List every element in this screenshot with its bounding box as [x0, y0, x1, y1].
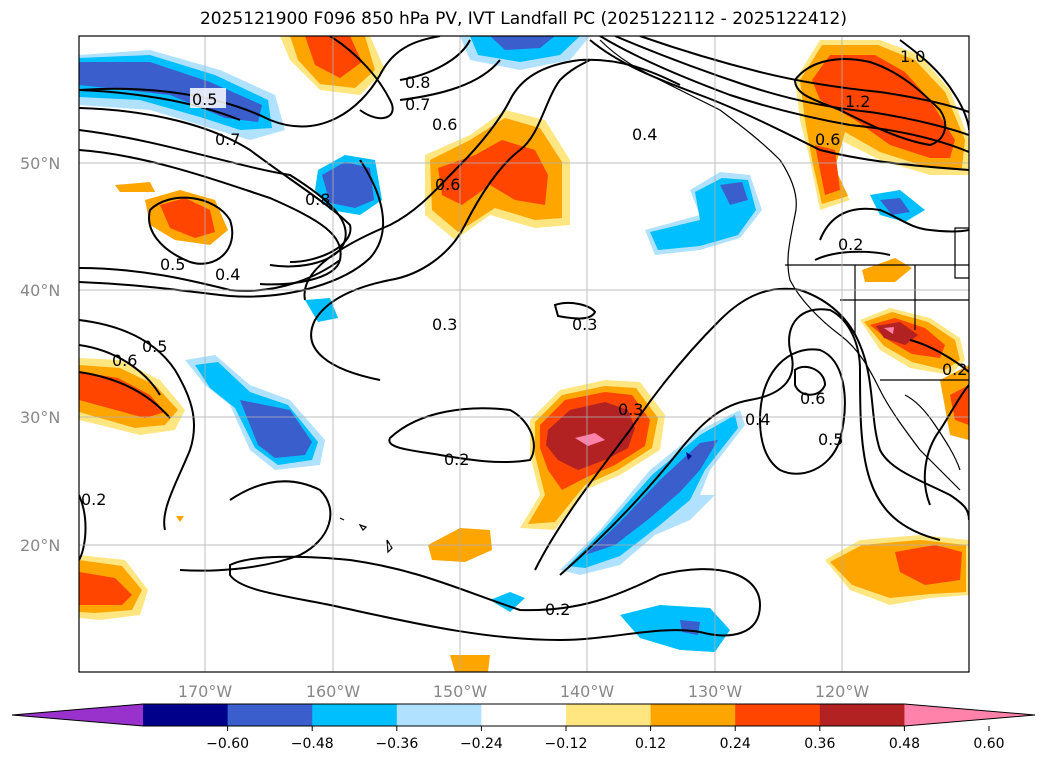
lat-label: 30°N	[20, 408, 60, 427]
colorbar-segment	[143, 704, 229, 726]
contour-labels: 0.5 0.7 0.8 0.8 0.7 0.6 0.4 0.5 0.4 0.3 …	[81, 47, 967, 619]
lat-label: 50°N	[20, 154, 60, 173]
lon-label: 120°W	[815, 682, 870, 701]
contour-label: 0.4	[632, 125, 657, 144]
contour-label: 1.2	[845, 92, 870, 111]
longitude-labels: 170°W 160°W 150°W 140°W 130°W 120°W	[178, 682, 870, 701]
lat-label: 20°N	[20, 536, 60, 555]
latitude-labels: 50°N 40°N 30°N 20°N	[20, 154, 60, 555]
contour-label: 0.8	[305, 190, 330, 209]
contour-layer	[79, 36, 969, 642]
contour-label: 0.6	[800, 389, 825, 408]
lon-label: 160°W	[306, 682, 361, 701]
contour-label: 0.6	[815, 130, 840, 149]
contour-label: 0.4	[745, 410, 770, 429]
contour-label: 0.5	[142, 337, 167, 356]
contour-label: 1.0	[900, 47, 925, 66]
contour-label: 0.2	[81, 490, 106, 509]
lon-label: 170°W	[178, 682, 233, 701]
colorbar-segment	[227, 704, 313, 726]
contour-label: 0.8	[405, 73, 430, 92]
lon-label: 150°W	[433, 682, 488, 701]
colorbar-segment	[819, 704, 905, 726]
colorbar-segment	[396, 704, 482, 726]
lon-label: 140°W	[560, 682, 615, 701]
contour-label: 0.2	[545, 600, 570, 619]
lon-label: 130°W	[688, 682, 743, 701]
contour-label: 0.7	[215, 130, 240, 149]
gridlines	[79, 36, 969, 672]
contour-label: 0.5	[192, 90, 217, 109]
contour-label: 0.7	[405, 95, 430, 114]
contour-label: 0.2	[444, 450, 469, 469]
colorbar-tick-label: 0.48	[889, 736, 920, 752]
colorbar-segment	[481, 704, 567, 726]
colorbar-segment	[735, 704, 821, 726]
colorbar-extend-low	[12, 704, 143, 726]
map-title: 2025121900 F096 850 hPa PV, IVT Landfall…	[199, 9, 847, 29]
colorbar-segment	[566, 704, 652, 726]
colorbar-segment	[650, 704, 736, 726]
contour-label: 0.3	[572, 315, 597, 334]
contour-label: 0.5	[160, 255, 185, 274]
colorbar-tick-label: −0.36	[375, 736, 418, 752]
colorbar-tick-label: 0.24	[720, 736, 751, 752]
colorbar-tick-label: 0.60	[973, 736, 1004, 752]
contour-label: 0.2	[838, 235, 863, 254]
colorbar-tick-label: −0.60	[206, 736, 249, 752]
colorbar-segment	[312, 704, 398, 726]
contour-label: 0.6	[432, 115, 457, 134]
colorbar-tick-label: −0.48	[291, 736, 334, 752]
contour-label: 0.5	[818, 430, 843, 449]
contour-label: 0.6	[112, 351, 137, 370]
colorbar-tick-label: −0.24	[460, 736, 503, 752]
lat-label: 40°N	[20, 281, 60, 300]
contour-label: 0.2	[942, 360, 967, 379]
colorbar-tick-label: 0.36	[804, 736, 835, 752]
contour-label: 0.3	[618, 400, 643, 419]
colorbar-tick-label: 0.12	[635, 736, 666, 752]
contour-label: 0.3	[432, 315, 457, 334]
colorbar: −0.60 −0.48 −0.36 −0.24 −0.12 0.12 0.24 0.36 0.4…	[11, 703, 1036, 752]
contour-label: 0.4	[215, 265, 240, 284]
contour-label: 0.6	[435, 175, 460, 194]
coastline-layer	[339, 39, 969, 554]
plot-frame	[78, 35, 970, 673]
colorbar-outline	[11, 703, 1036, 727]
colorbar-tick-label: −0.12	[545, 736, 588, 752]
colorbar-extend-high	[904, 704, 1035, 726]
